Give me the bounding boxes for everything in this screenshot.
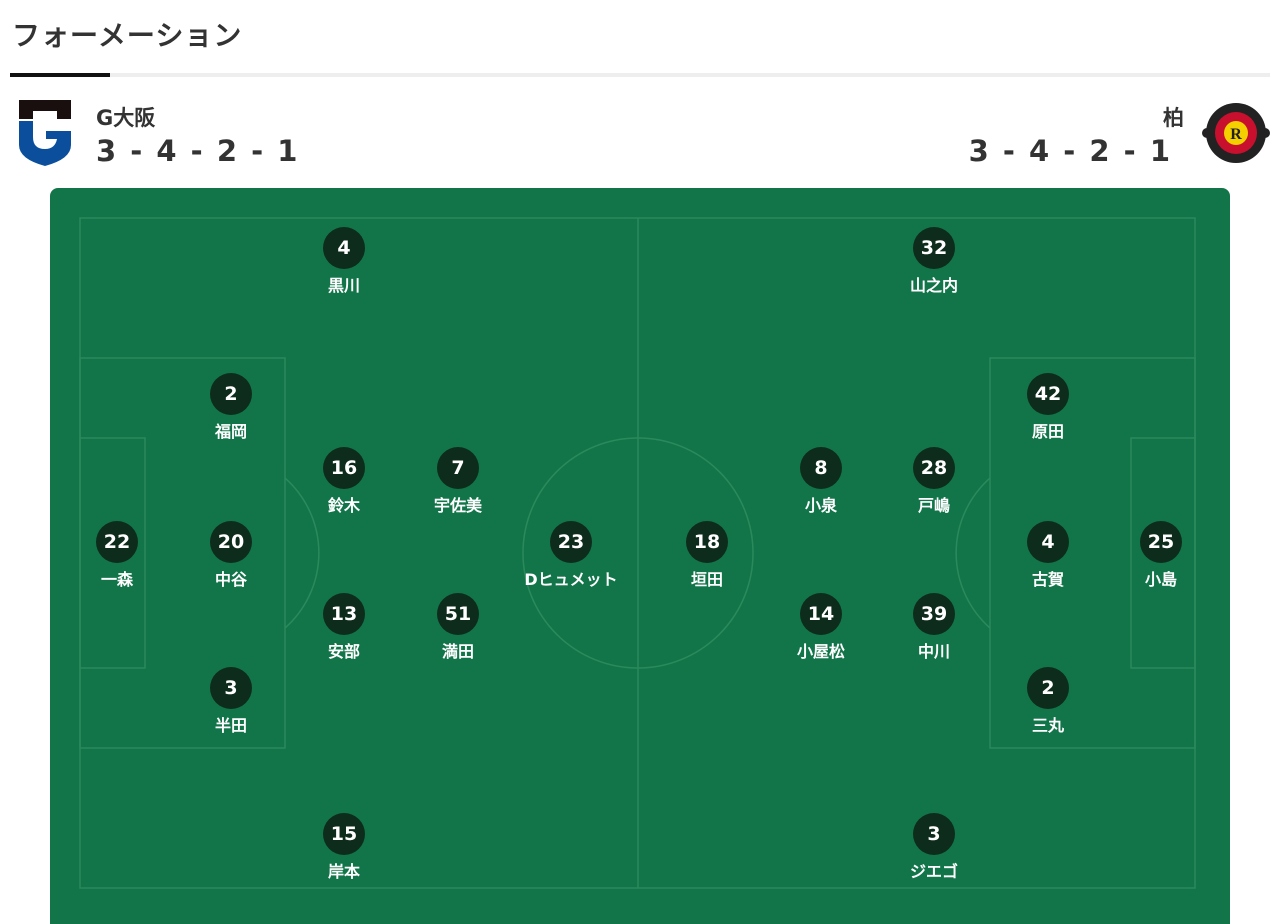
- away-player: 28 戸嶋: [874, 447, 994, 516]
- player-name: 中川: [917, 642, 950, 661]
- pitch: 22 一森 2 福岡 20 中谷 3 半田 4 黒川 16 鈴木 13 安部 15 岸本 7 宇佐美 51 満田 23 D…: [50, 188, 1230, 924]
- home-player: 51 満田: [398, 593, 518, 662]
- kashiwa-reysol-logo: R: [1202, 103, 1270, 163]
- player-name: 原田: [1031, 422, 1064, 441]
- away-player: 32 山之内: [874, 227, 994, 296]
- player-name: 安部: [327, 642, 360, 661]
- player-number-badge: 8: [800, 447, 842, 489]
- player-name: 黒川: [327, 276, 360, 295]
- away-player: 3 ジエゴ: [874, 813, 994, 882]
- section-underline: [10, 73, 1270, 77]
- player-number-badge: 16: [323, 447, 365, 489]
- player-number-badge: 7: [437, 447, 479, 489]
- home-player: 4 黒川: [284, 227, 404, 296]
- player-number-badge: 25: [1140, 521, 1182, 563]
- player-name: 三丸: [1031, 716, 1064, 735]
- player-number-badge: 51: [437, 593, 479, 635]
- player-name: ジエゴ: [909, 862, 958, 881]
- away-player: 2 三丸: [988, 667, 1108, 736]
- player-name: 半田: [214, 716, 247, 735]
- player-name: 満田: [441, 642, 474, 661]
- player-number-badge: 20: [210, 521, 252, 563]
- player-number-badge: 4: [1027, 521, 1069, 563]
- away-formation: 3 - 4 - 2 - 1: [968, 134, 1172, 168]
- player-name: 小泉: [804, 496, 837, 515]
- player-number-badge: 4: [323, 227, 365, 269]
- section-title: フォーメーション: [12, 19, 243, 52]
- player-number-badge: 32: [913, 227, 955, 269]
- player-name: 戸嶋: [917, 496, 950, 515]
- home-formation: 3 - 4 - 2 - 1: [96, 134, 300, 168]
- away-player: 42 原田: [988, 373, 1108, 442]
- player-name: 小島: [1144, 570, 1177, 589]
- player-name: Dヒュメット: [524, 570, 618, 589]
- home-player: 20 中谷: [171, 521, 291, 590]
- player-name: 岸本: [327, 862, 360, 881]
- home-player: 7 宇佐美: [398, 447, 518, 516]
- gamba-osaka-logo: [19, 100, 71, 166]
- active-tab-indicator: [10, 73, 110, 77]
- player-name: 山之内: [909, 276, 958, 295]
- home-player: 2 福岡: [171, 373, 291, 442]
- player-number-badge: 13: [323, 593, 365, 635]
- player-number-badge: 3: [913, 813, 955, 855]
- player-number-badge: 18: [686, 521, 728, 563]
- player-name: 一森: [100, 570, 133, 589]
- player-number-badge: 22: [96, 521, 138, 563]
- away-player: 4 古賀: [988, 521, 1108, 590]
- player-number-badge: 14: [800, 593, 842, 635]
- player-number-badge: 2: [210, 373, 252, 415]
- player-number-badge: 3: [210, 667, 252, 709]
- player-name: 宇佐美: [433, 496, 482, 515]
- player-number-badge: 2: [1027, 667, 1069, 709]
- home-team-name: G大阪: [96, 106, 156, 130]
- player-name: 古賀: [1031, 570, 1064, 589]
- player-name: 小屋松: [796, 642, 845, 661]
- pitch-markings: [79, 217, 1196, 889]
- player-name: 垣田: [690, 570, 723, 589]
- away-player: 25 小島: [1101, 521, 1221, 590]
- home-player: 13 安部: [284, 593, 404, 662]
- away-team-name: 柏: [1163, 106, 1184, 130]
- player-number-badge: 42: [1027, 373, 1069, 415]
- player-number-badge: 15: [323, 813, 365, 855]
- player-number-badge: 28: [913, 447, 955, 489]
- away-player: 8 小泉: [761, 447, 881, 516]
- home-player: 23 Dヒュメット: [511, 521, 631, 590]
- away-player: 14 小屋松: [761, 593, 881, 662]
- player-name: 中谷: [214, 570, 247, 589]
- svg-text:R: R: [1230, 126, 1242, 143]
- home-player: 3 半田: [171, 667, 291, 736]
- away-player: 18 垣田: [647, 521, 767, 590]
- away-player: 39 中川: [874, 593, 994, 662]
- player-name: 福岡: [214, 422, 247, 441]
- player-number-badge: 39: [913, 593, 955, 635]
- home-player: 15 岸本: [284, 813, 404, 882]
- player-name: 鈴木: [327, 496, 360, 515]
- home-player: 16 鈴木: [284, 447, 404, 516]
- player-number-badge: 23: [550, 521, 592, 563]
- home-player: 22 一森: [57, 521, 177, 590]
